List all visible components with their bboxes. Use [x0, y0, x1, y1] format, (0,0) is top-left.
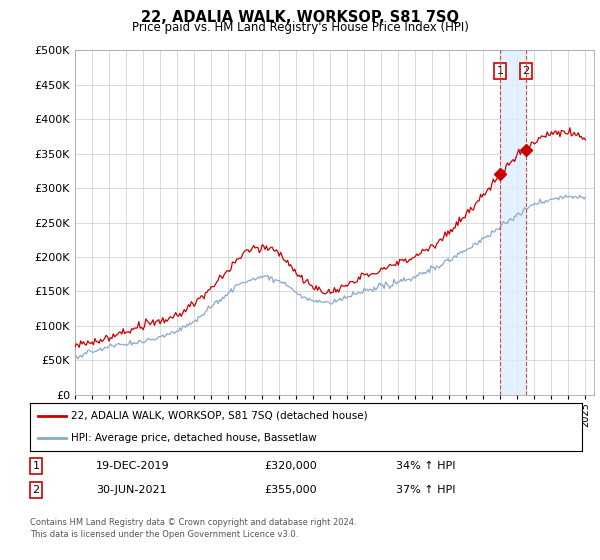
Bar — [500, 50, 526, 395]
Text: 30-JUN-2021: 30-JUN-2021 — [96, 485, 167, 495]
Text: 34% ↑ HPI: 34% ↑ HPI — [396, 461, 455, 471]
Text: £355,000: £355,000 — [264, 485, 317, 495]
Text: £320,000: £320,000 — [264, 461, 317, 471]
Text: 19-DEC-2019: 19-DEC-2019 — [96, 461, 170, 471]
Text: HPI: Average price, detached house, Bassetlaw: HPI: Average price, detached house, Bass… — [71, 433, 317, 444]
Text: 1: 1 — [32, 461, 40, 471]
Text: 22, ADALIA WALK, WORKSOP, S81 7SQ (detached house): 22, ADALIA WALK, WORKSOP, S81 7SQ (detac… — [71, 410, 368, 421]
Text: 22, ADALIA WALK, WORKSOP, S81 7SQ: 22, ADALIA WALK, WORKSOP, S81 7SQ — [141, 10, 459, 25]
Text: 1: 1 — [496, 66, 503, 76]
Text: Contains HM Land Registry data © Crown copyright and database right 2024.
This d: Contains HM Land Registry data © Crown c… — [30, 518, 356, 539]
Text: 37% ↑ HPI: 37% ↑ HPI — [396, 485, 455, 495]
Text: 2: 2 — [523, 66, 529, 76]
Text: Price paid vs. HM Land Registry's House Price Index (HPI): Price paid vs. HM Land Registry's House … — [131, 21, 469, 34]
Text: 2: 2 — [32, 485, 40, 495]
